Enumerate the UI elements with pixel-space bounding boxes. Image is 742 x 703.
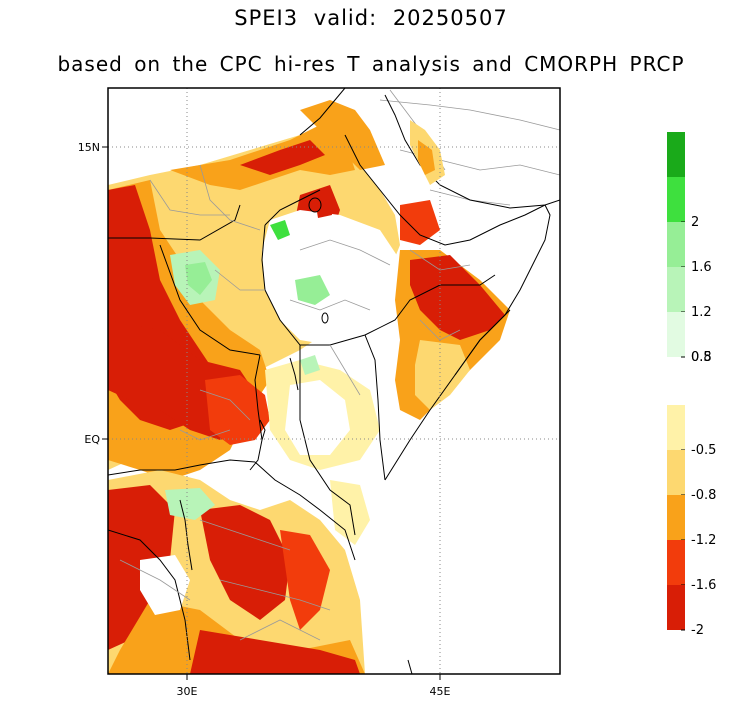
map-panel (108, 88, 560, 674)
lat-tick-15n: 15N (78, 141, 100, 154)
legend-dry-swatch-3 (667, 540, 685, 585)
legend-wet-label-1: 2 (691, 215, 699, 230)
country-borders (108, 88, 551, 661)
legend-dry-swatch-4 (667, 585, 685, 630)
legend-wet-swatch-3 (667, 267, 685, 312)
legend-wet-swatch-0 (667, 132, 685, 177)
map-subtitle: based on the CPC hi-res T analysis and C… (57, 52, 685, 76)
axis-ticks (102, 146, 441, 680)
legend-wet-swatch-4 (667, 312, 685, 357)
legend-wet-label-2: 1.6 (691, 260, 712, 275)
lat-tick-eq: EQ (84, 433, 100, 446)
legend-dry-label-3: -1.6 (691, 578, 716, 593)
map-title: SPEI3 valid: 20250507 (234, 6, 508, 30)
lon-tick-30e: 30E (177, 685, 198, 698)
arabian-dry-core (418, 140, 435, 175)
legend: 2 1.6 1.2 0.80.5 -0.5 -0.8 -1.2 -1.6 -2 (667, 132, 716, 638)
legend-dry-swatch-0 (667, 405, 685, 450)
legend-wet-label-5: 0.5 (691, 350, 712, 365)
legend-wet-label-3: 1.2 (691, 305, 712, 320)
legend-wet-swatch-2 (667, 222, 685, 267)
legend-dry-label-4: -2 (691, 623, 704, 638)
map-frame (107, 87, 561, 675)
graticule (108, 88, 560, 674)
legend-wet-label-4: 0.8 (691, 350, 712, 365)
lon-tick-45e: 45E (430, 685, 451, 698)
legend-dry-swatch-2 (667, 495, 685, 540)
spei-field (108, 100, 510, 674)
legend-dry-label-1: -0.8 (691, 488, 716, 503)
legend-dry-swatch-1 (667, 450, 685, 495)
legend-dry-label-2: -1.2 (691, 533, 716, 548)
legend-dry-label-0: -0.5 (691, 443, 716, 458)
legend-wet-swatch-1 (667, 177, 685, 222)
